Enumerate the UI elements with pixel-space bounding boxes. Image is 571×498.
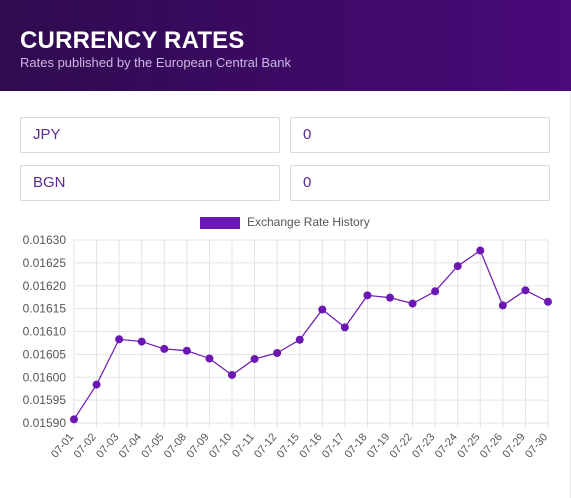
- y-tick-label: 0.01630: [23, 233, 67, 247]
- x-tick-label: 07-30: [523, 431, 550, 460]
- data-point[interactable]: [115, 335, 124, 344]
- main-panel: [0, 91, 571, 498]
- data-point[interactable]: [182, 346, 191, 355]
- y-tick-label: 0.01600: [23, 370, 67, 384]
- x-tick-label: 07-02: [72, 431, 99, 460]
- to-amount-input[interactable]: 0: [290, 165, 550, 201]
- x-tick-label: 07-26: [478, 431, 505, 460]
- data-point[interactable]: [70, 415, 78, 424]
- app-subtitle: Rates published by the European Central …: [20, 55, 292, 70]
- x-axis-ticks: 07-0107-0207-0307-0407-0507-0807-0907-10…: [49, 431, 550, 460]
- x-tick-label: 07-15: [275, 431, 302, 460]
- data-point[interactable]: [386, 293, 394, 302]
- app-header: CURRENCY RATES Rates published by the Eu…: [0, 0, 571, 91]
- chart-grid: [73, 239, 549, 428]
- legend-label[interactable]: Exchange Rate History: [247, 215, 370, 229]
- data-point[interactable]: [340, 323, 349, 332]
- data-point[interactable]: [498, 301, 507, 310]
- x-tick-label: 07-19: [365, 431, 392, 460]
- y-tick-label: 0.01590: [23, 416, 67, 430]
- x-tick-label: 07-23: [410, 431, 437, 460]
- x-tick-label: 07-17: [320, 431, 347, 460]
- data-point[interactable]: [160, 344, 169, 353]
- data-point[interactable]: [318, 305, 327, 314]
- x-tick-label: 07-22: [388, 431, 415, 460]
- x-tick-label: 07-11: [230, 431, 257, 460]
- y-tick-label: 0.01620: [23, 279, 67, 293]
- y-tick-label: 0.01610: [23, 325, 67, 339]
- x-tick-label: 07-18: [342, 431, 369, 460]
- y-tick-label: 0.01595: [23, 393, 67, 407]
- data-point[interactable]: [228, 370, 236, 379]
- data-point[interactable]: [92, 380, 101, 389]
- x-tick-label: 07-24: [433, 431, 460, 460]
- data-point[interactable]: [205, 354, 214, 363]
- x-tick-label: 07-16: [297, 431, 324, 460]
- data-point[interactable]: [273, 349, 282, 358]
- from-currency-select[interactable]: JPY: [20, 117, 280, 153]
- x-tick-label: 07-25: [455, 431, 482, 460]
- x-tick-label: 07-04: [117, 431, 144, 460]
- from-amount-input[interactable]: 0: [290, 117, 550, 153]
- data-point[interactable]: [431, 287, 440, 296]
- x-tick-label: 07-09: [184, 431, 211, 460]
- data-point[interactable]: [544, 297, 552, 306]
- x-tick-label: 07-29: [500, 431, 527, 460]
- data-point[interactable]: [476, 246, 485, 255]
- x-tick-label: 07-10: [207, 431, 234, 460]
- data-point[interactable]: [250, 354, 259, 363]
- y-axis-ticks: 0.01630 0.01625 0.01620 0.01615 0.01610 0.016…: [23, 233, 67, 430]
- series-line: [73, 249, 549, 420]
- data-point[interactable]: [453, 262, 462, 271]
- y-tick-label: 0.01605: [23, 347, 67, 361]
- y-tick-label: 0.01615: [23, 302, 67, 316]
- data-point[interactable]: [363, 291, 372, 300]
- legend-swatch[interactable]: [200, 217, 240, 229]
- data-point[interactable]: [137, 337, 146, 346]
- to-currency-select[interactable]: BGN: [20, 165, 280, 201]
- x-tick-label: 07-05: [139, 431, 166, 460]
- data-point[interactable]: [408, 299, 417, 308]
- series-points: [70, 246, 552, 424]
- x-tick-label: 07-12: [252, 431, 279, 460]
- data-point[interactable]: [295, 335, 304, 344]
- x-tick-label: 07-03: [94, 431, 121, 460]
- data-point[interactable]: [521, 286, 530, 295]
- x-tick-label: 07-08: [162, 431, 189, 460]
- y-tick-label: 0.01625: [23, 256, 67, 270]
- app-title: CURRENCY RATES: [20, 27, 245, 54]
- x-tick-label: 07-01: [49, 431, 76, 460]
